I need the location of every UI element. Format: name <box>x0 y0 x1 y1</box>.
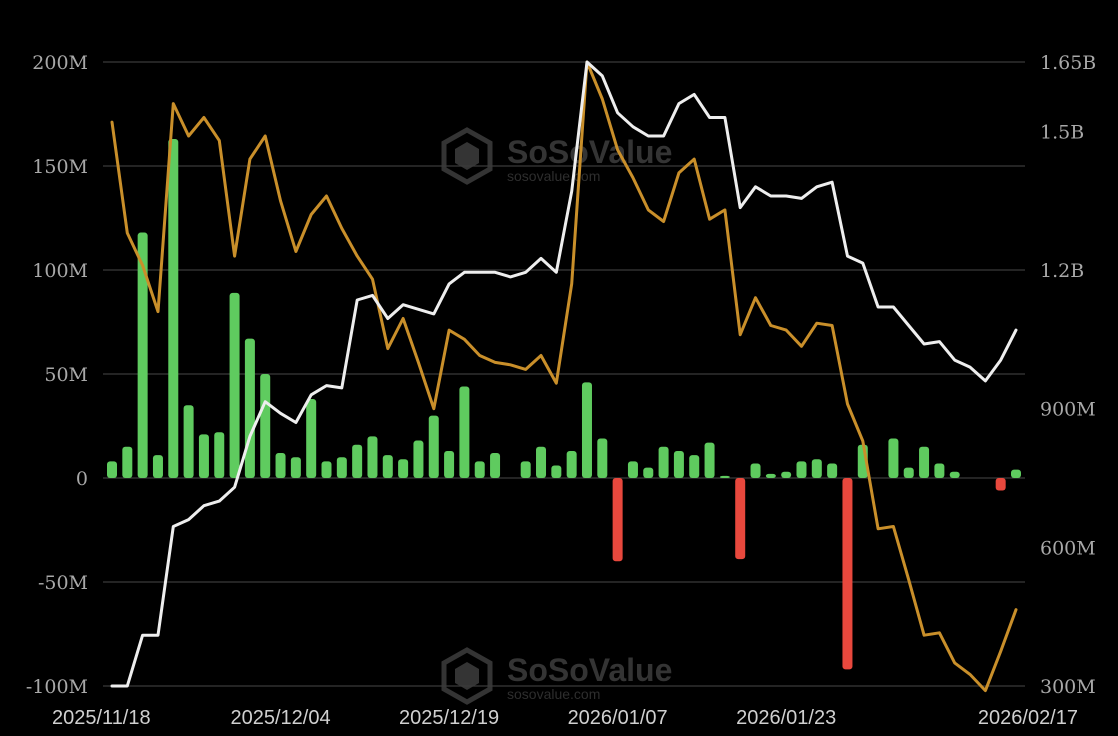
flow-bar <box>811 459 822 478</box>
flow-bar <box>183 405 194 478</box>
flow-bar <box>781 471 792 478</box>
grid-lines <box>103 61 1025 687</box>
left-tick-label: 0 <box>76 468 88 490</box>
x-tick-label: 2026/01/23 <box>736 707 836 729</box>
right-tick-label: 1.65B <box>1040 52 1096 74</box>
left-axis-labels: -100M -50M 0 50M 100M 150M 200M <box>26 52 88 698</box>
left-tick-label: -100M <box>26 676 88 698</box>
flow-bar <box>750 463 761 478</box>
flow-bar <box>520 461 531 478</box>
flow-bar <box>949 471 960 478</box>
x-tick-label: 2026/02/17 <box>978 707 1078 729</box>
flow-bar <box>581 382 592 478</box>
right-axis-labels: 300M 600M 900M 1.2B 1.5B 1.65B <box>1040 52 1096 698</box>
flow-bar <box>597 438 608 478</box>
flow-bar <box>352 444 363 478</box>
x-tick-label: 2025/12/19 <box>399 707 499 729</box>
flow-bar <box>566 450 577 478</box>
right-tick-label: 1.5B <box>1040 121 1084 143</box>
flow-bar <box>336 457 347 478</box>
flow-bar <box>719 475 730 478</box>
gold-series-line <box>110 60 1018 693</box>
x-tick-label: 2025/12/04 <box>230 707 330 729</box>
trend-lines <box>110 60 1018 693</box>
flow-bar <box>290 457 301 478</box>
flow-bar <box>765 473 776 478</box>
flow-bar <box>122 446 133 478</box>
flow-bar <box>474 461 485 478</box>
right-tick-label: 600M <box>1040 537 1096 559</box>
flow-bar <box>658 446 669 478</box>
flow-bar <box>137 232 148 478</box>
net-flow-bars <box>107 138 1021 670</box>
flow-bar <box>306 398 317 478</box>
watermark-brand: SoSoValue <box>507 652 672 688</box>
flow-bar <box>735 478 746 560</box>
flow-bar <box>796 461 807 478</box>
flow-bar <box>107 461 117 478</box>
flow-bar <box>490 453 501 478</box>
flow-bar <box>428 415 439 478</box>
flow-bar <box>551 465 562 478</box>
flow-bar <box>214 432 225 478</box>
flow-bar <box>612 478 623 562</box>
flow-bar <box>275 453 286 478</box>
x-axis-labels: 2025/11/18 2025/12/04 2025/12/19 2026/01/07… <box>52 707 1078 729</box>
x-tick-label: 2025/11/18 <box>52 707 151 729</box>
flow-bar <box>152 455 163 478</box>
left-tick-label: -50M <box>38 572 88 594</box>
flow-bar <box>444 450 455 478</box>
flow-bar <box>995 478 1006 491</box>
white-series-line <box>110 60 1018 688</box>
flow-bar <box>229 292 240 478</box>
flow-bar <box>919 446 930 478</box>
watermark-top: SoSoValue sosovalue.com <box>441 127 672 185</box>
sosovalue-logo-icon <box>441 127 493 185</box>
watermark-site: sosovalue.com <box>507 686 600 702</box>
watermark-bottom: SoSoValue sosovalue.com <box>441 647 672 705</box>
watermark-brand: SoSoValue <box>507 134 672 170</box>
right-tick-label: 1.2B <box>1040 260 1084 282</box>
right-tick-label: 900M <box>1040 399 1096 421</box>
flow-bar <box>934 463 945 478</box>
flow-bar <box>1011 469 1021 478</box>
flow-bar <box>413 440 424 478</box>
flow-bar <box>673 450 684 478</box>
right-tick-label: 300M <box>1040 676 1096 698</box>
flow-bar <box>888 438 899 478</box>
flow-bar <box>260 374 271 478</box>
flow-bar <box>244 338 255 478</box>
flow-bar <box>168 138 179 478</box>
flow-bar <box>689 455 700 478</box>
left-tick-label: 200M <box>32 52 88 74</box>
flow-bar <box>627 461 638 478</box>
flow-bar <box>198 434 209 478</box>
flow-bar <box>367 436 378 478</box>
flow-bar <box>643 467 654 478</box>
flow-bar <box>536 446 547 478</box>
flow-bar <box>382 455 393 478</box>
left-tick-label: 100M <box>32 260 88 282</box>
left-tick-label: 150M <box>32 156 88 178</box>
flow-bar <box>704 442 715 478</box>
sosovalue-logo-icon <box>441 647 493 705</box>
flow-bar <box>842 478 853 670</box>
flow-bar <box>321 461 332 478</box>
x-tick-label: 2026/01/07 <box>568 707 668 729</box>
flow-bar <box>398 459 409 478</box>
watermark-site: sosovalue.com <box>507 168 600 184</box>
flow-bar <box>827 463 838 478</box>
left-tick-label: 50M <box>44 364 88 386</box>
flow-bar <box>903 467 914 478</box>
flow-bar <box>459 386 470 478</box>
